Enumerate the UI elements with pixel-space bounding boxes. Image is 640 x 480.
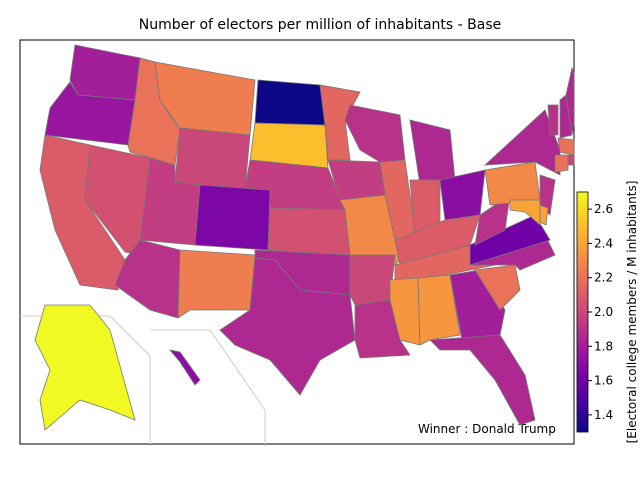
colorbar-tick-label: 2.6 xyxy=(594,202,613,216)
colorbar-tick-label: 2.4 xyxy=(594,236,613,250)
colorbar-label: [Electoral college members / M inhabitan… xyxy=(625,181,639,444)
state xyxy=(219,257,356,396)
state xyxy=(174,127,251,191)
map-title: Number of electors per million of inhabi… xyxy=(139,17,502,33)
state xyxy=(194,184,271,251)
state xyxy=(509,199,541,226)
colorbar-tick-label: 2.2 xyxy=(594,271,613,285)
annotation: Winner : Donald Trump xyxy=(418,422,556,436)
state xyxy=(469,214,551,266)
colorbar-tick-label: 1.4 xyxy=(594,408,613,422)
colorbar-tick-label: 2.0 xyxy=(594,305,613,319)
colorbar-tick-label: 1.6 xyxy=(594,374,613,388)
state xyxy=(177,249,256,319)
state xyxy=(474,264,521,311)
state xyxy=(567,154,575,166)
state xyxy=(417,274,461,346)
state xyxy=(267,207,351,256)
state xyxy=(449,269,506,341)
state xyxy=(168,349,201,386)
state xyxy=(319,84,361,161)
state xyxy=(484,161,541,206)
state xyxy=(565,66,575,136)
state xyxy=(409,119,456,186)
state xyxy=(554,154,569,173)
inset-border xyxy=(150,329,266,444)
state xyxy=(539,174,556,216)
colorbar-gradient xyxy=(576,191,589,433)
state xyxy=(254,79,326,126)
state xyxy=(344,104,406,166)
colorbar: 1.4 1.6 1.8 2.0 2.2 2.4 2.6 xyxy=(576,191,613,433)
state xyxy=(557,137,575,156)
state xyxy=(539,204,549,226)
states xyxy=(34,44,575,431)
state xyxy=(389,277,421,346)
state xyxy=(547,104,559,136)
state xyxy=(349,254,396,306)
state xyxy=(429,334,536,426)
state xyxy=(34,304,136,431)
map-frame xyxy=(19,39,575,445)
state xyxy=(394,214,481,266)
colorbar-tick-label: 1.8 xyxy=(594,339,613,353)
state xyxy=(69,44,141,101)
